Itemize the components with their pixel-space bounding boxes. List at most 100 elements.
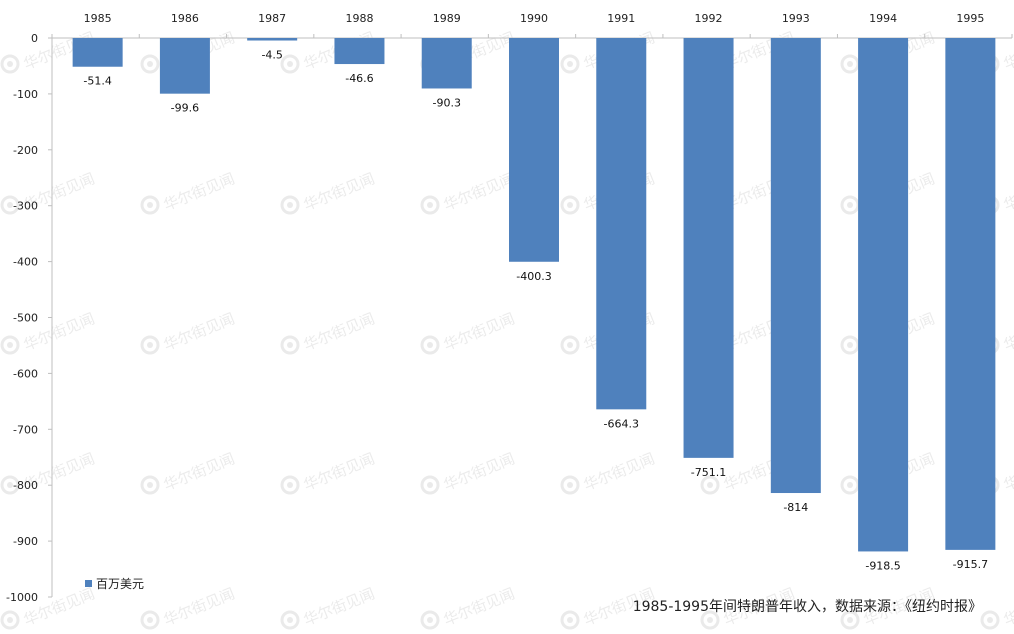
bar-1989 bbox=[421, 38, 472, 89]
watermark-text: 华尔街见闻 bbox=[301, 309, 377, 354]
watermark-icon bbox=[140, 195, 160, 215]
watermark-icon bbox=[140, 54, 160, 74]
bar-1994 bbox=[858, 38, 909, 552]
data-label-1989: -90.3 bbox=[432, 96, 460, 109]
y-tick-label: -900 bbox=[13, 535, 38, 548]
bar-1985 bbox=[72, 38, 123, 67]
watermark-text: 华尔街见闻 bbox=[301, 169, 377, 214]
watermark-icon bbox=[0, 54, 20, 74]
watermark-text: 华尔街见闻 bbox=[581, 449, 657, 494]
watermark-text: 华尔街见闻 bbox=[1001, 309, 1014, 354]
watermark-text: 华尔街见闻 bbox=[441, 169, 517, 214]
data-label-1985: -51.4 bbox=[83, 75, 111, 88]
watermark-text: 华尔街见闻 bbox=[1001, 449, 1014, 494]
bar-1995 bbox=[945, 38, 996, 550]
y-tick-label: -500 bbox=[13, 312, 38, 325]
watermark-icon bbox=[560, 335, 580, 355]
watermark-tile: 华尔街见闻 bbox=[560, 449, 657, 495]
bar-1992 bbox=[683, 38, 734, 458]
watermark-icon bbox=[840, 335, 860, 355]
chart-caption: 1985-1995年间特朗普年收入，数据来源：《纽约时报》 bbox=[633, 599, 982, 615]
watermark-tile: 华尔街见闻 bbox=[420, 309, 517, 355]
watermark-text: 华尔街见闻 bbox=[161, 584, 237, 629]
watermark-icon bbox=[840, 475, 860, 495]
watermark-tile: 华尔街见闻 bbox=[280, 169, 377, 215]
x-tick-label: 1993 bbox=[782, 12, 810, 25]
watermark-icon bbox=[420, 610, 440, 630]
watermark-tile: 华尔街见闻 bbox=[140, 309, 237, 355]
watermark-icon bbox=[140, 475, 160, 495]
watermark-icon bbox=[420, 195, 440, 215]
bar-1990 bbox=[509, 38, 559, 262]
legend-label: 百万美元 bbox=[96, 577, 144, 591]
x-tick-label: 1986 bbox=[171, 12, 199, 25]
x-tick-label: 1990 bbox=[520, 12, 548, 25]
watermark-tile: 华尔街见闻 bbox=[280, 309, 377, 355]
watermark-icon bbox=[560, 610, 580, 630]
axis-layer: 0 -100 -200 -300 -400 -500 -600 -700 -800 -900 -10… bbox=[6, 12, 1013, 604]
watermark-tile: 华尔街见闻 bbox=[140, 169, 237, 215]
watermark-icon bbox=[280, 335, 300, 355]
watermark-tile: 华尔街见闻 bbox=[140, 584, 237, 630]
watermark-tile: 华尔街见闻 bbox=[980, 584, 1014, 630]
y-tick-label: -700 bbox=[13, 423, 38, 436]
watermark-icon bbox=[840, 195, 860, 215]
watermark-icon bbox=[420, 475, 440, 495]
watermark-icon bbox=[700, 475, 720, 495]
watermark-text: 华尔街见闻 bbox=[161, 309, 237, 354]
y-tick-label: -100 bbox=[13, 88, 38, 101]
watermark-icon bbox=[0, 610, 20, 630]
watermark-icon bbox=[840, 54, 860, 74]
data-label-1992: -751.1 bbox=[691, 466, 726, 479]
x-tick-label: 1985 bbox=[84, 12, 112, 25]
x-tick-label: 1995 bbox=[956, 12, 984, 25]
watermark-tile: 华尔街见闻 bbox=[280, 584, 377, 630]
watermark-icon bbox=[0, 335, 20, 355]
watermark-icon bbox=[560, 54, 580, 74]
watermark-text: 华尔街见闻 bbox=[161, 449, 237, 494]
watermark-icon bbox=[560, 475, 580, 495]
bar-1988 bbox=[334, 38, 385, 65]
data-label-1987: -4.5 bbox=[261, 49, 282, 62]
data-label-1994: -918.5 bbox=[865, 559, 900, 572]
y-tick-label: 0 bbox=[31, 32, 38, 45]
watermark-icon bbox=[140, 610, 160, 630]
watermark-tile: 华尔街见闻 bbox=[140, 449, 237, 495]
y-tick-label: -200 bbox=[13, 144, 38, 157]
bars-layer bbox=[72, 38, 996, 552]
x-tick-label: 1994 bbox=[869, 12, 897, 25]
watermark-text: 华尔街见闻 bbox=[441, 584, 517, 629]
y-tick-label: -400 bbox=[13, 256, 38, 269]
watermark-icon bbox=[140, 335, 160, 355]
watermark-text: 华尔街见闻 bbox=[161, 169, 237, 214]
data-label-1995: -915.7 bbox=[953, 558, 988, 571]
watermark-tile: 华尔街见闻 bbox=[420, 584, 517, 630]
x-tick-label: 1991 bbox=[607, 12, 635, 25]
watermark-text: 华尔街见闻 bbox=[301, 584, 377, 629]
x-tick-label: 1989 bbox=[433, 12, 461, 25]
watermark-icon bbox=[560, 195, 580, 215]
watermark-text: 华尔街见闻 bbox=[1001, 584, 1014, 629]
watermark-text: 华尔街见闻 bbox=[441, 309, 517, 354]
labels-layer: -51.4 -99.6 -4.5 -46.6 -90.3 -400.3 -664.3 -751… bbox=[83, 49, 988, 573]
data-label-1993: -814 bbox=[783, 501, 808, 514]
legend: 百万美元 bbox=[85, 577, 144, 591]
y-tick-label: -300 bbox=[13, 200, 38, 213]
watermark-icon bbox=[280, 54, 300, 74]
data-label-1990: -400.3 bbox=[516, 270, 551, 283]
watermark-text: 华尔街见闻 bbox=[1001, 169, 1014, 214]
data-label-1991: -664.3 bbox=[604, 417, 639, 430]
watermark-icon bbox=[280, 195, 300, 215]
watermark-text: 华尔街见闻 bbox=[441, 449, 517, 494]
watermark-tile: 华尔街见闻 bbox=[420, 449, 517, 495]
data-label-1988: -46.6 bbox=[345, 72, 373, 85]
y-tick-label: -1000 bbox=[6, 591, 38, 604]
bar-1986 bbox=[159, 38, 210, 94]
legend-swatch bbox=[85, 580, 92, 587]
watermark-icon bbox=[420, 335, 440, 355]
watermark-text: 华尔街见闻 bbox=[301, 449, 377, 494]
watermark-icon bbox=[280, 610, 300, 630]
watermark-icon bbox=[980, 610, 1000, 630]
